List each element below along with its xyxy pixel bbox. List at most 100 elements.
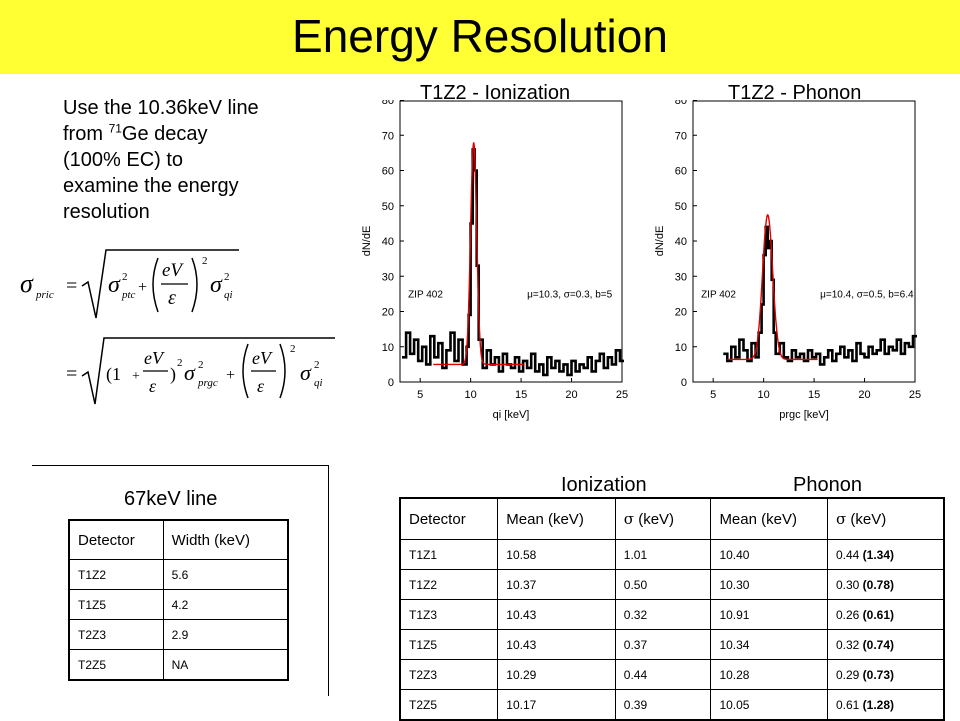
f2-eV-2: eV	[252, 348, 273, 368]
fit-parameters-label: μ=10.3, σ=0.3, b=5	[527, 289, 612, 300]
y-tick-label: 60	[675, 166, 687, 178]
y-tick-label: 50	[382, 201, 394, 213]
title-bar	[0, 0, 960, 74]
y-tick-label: 10	[382, 342, 394, 354]
sigma-unit: (keV)	[846, 511, 887, 528]
cell-detector: T2Z3	[68, 619, 164, 650]
y-tick-label: 20	[675, 307, 687, 319]
cell-mean-ionization: 10.43	[497, 599, 616, 630]
sigma-unit: (keV)	[634, 511, 675, 528]
f2-close: )	[170, 364, 176, 385]
cell-detector: T2Z5	[68, 649, 164, 681]
intro-line-4: examine the energy	[63, 175, 239, 197]
cell-sigma-phonon: 0.44 (1.34)	[826, 539, 945, 570]
table-row: T2Z5 NA	[68, 649, 289, 681]
cell-mean-ionization: 10.29	[497, 659, 616, 690]
f1-sigma-2: σ	[108, 272, 121, 298]
f2-sub-qi: qi	[314, 377, 323, 389]
table-header-row: Detector Mean (keV) σ (keV) Mean (keV) σ…	[399, 497, 945, 540]
cell-mean-phonon: 10.34	[710, 629, 828, 660]
cell-sigma-ionization: 1.01	[614, 539, 712, 570]
sigma-bold-value: (1.34)	[862, 547, 895, 562]
f1-sq-3: 2	[224, 271, 230, 283]
f2-sub-prgc: prgc	[197, 377, 218, 389]
f1-right-paren	[191, 257, 198, 313]
cell-mean-phonon: 10.30	[710, 569, 828, 600]
f2-sq-4: 2	[314, 359, 320, 371]
sigma-value: 0.29	[835, 667, 860, 682]
x-tick-label: 15	[515, 389, 527, 401]
f2-left-paren	[242, 343, 249, 399]
f1-sq-2: 2	[202, 255, 208, 267]
cell-detector: T2Z3	[399, 659, 499, 690]
f2-one: (1	[106, 364, 121, 385]
plot-phonon: 0 10 20 30 40 50 60 70 80 5 10 15 20 25 prgc [keV] dN/d…	[654, 100, 921, 421]
y-tick-label: 10	[675, 342, 687, 354]
fit-curve	[433, 142, 524, 366]
cell-width: 5.6	[162, 559, 289, 590]
f1-sigma: σ	[20, 269, 34, 298]
group-phonon-label: Phonon	[793, 474, 862, 496]
plot-frame	[399, 100, 623, 383]
cell-mean-ionization: 10.43	[497, 629, 616, 660]
cell-sigma-ionization: 0.39	[614, 689, 712, 721]
formula-sigma-pric: σ pric = σ 2 ptc + eV ε 2 σ 2 qi	[20, 249, 239, 319]
x-tick-label: 5	[417, 389, 423, 401]
cell-mean-phonon: 10.40	[710, 539, 828, 570]
intro-line-5: resolution	[63, 201, 150, 223]
plot-frame	[692, 100, 916, 383]
zip-label: ZIP 402	[701, 289, 736, 300]
intro-line-1: Use the 10.36keV line	[63, 97, 259, 119]
cell-sigma-ionization: 0.32	[614, 599, 712, 630]
sigma-value: 0.44	[835, 547, 860, 562]
plot-ionization: 0 10 20 30 40 50 60 70 80 5 10 15 20 25 qi [keV] dN/dE Z…	[361, 100, 628, 421]
y-tick-label: 70	[382, 130, 394, 142]
y-axis-label: dN/dE	[361, 226, 373, 257]
col-detector: Detector	[68, 519, 164, 560]
x-tick-label: 20	[565, 389, 577, 401]
intro-line-3: (100% EC) to	[63, 149, 184, 171]
x-tick-label: 25	[909, 389, 921, 401]
cell-sigma-phonon: 0.29 (0.73)	[826, 659, 945, 690]
sigma-bold-value: (0.61)	[862, 607, 895, 622]
intro-text: Use the 10.36keV line from 71Ge decay (1…	[63, 95, 303, 225]
f1-eV: eV	[162, 260, 184, 281]
sigma-bold-value: (0.78)	[862, 577, 895, 592]
line67-header: 67keV line	[124, 488, 218, 510]
intro-line-2-post: Ge decay	[121, 123, 208, 145]
f1-left-paren	[152, 257, 159, 313]
table-row: T2Z5 10.17 0.39 10.05 0.61 (1.28)	[399, 689, 945, 721]
f2-plus-2: +	[226, 367, 235, 384]
cell-sigma-phonon: 0.26 (0.61)	[826, 599, 945, 630]
y-tick-label: 60	[382, 166, 394, 178]
f2-right-paren	[279, 343, 286, 399]
sigma-bold-value: (0.74)	[862, 637, 895, 652]
y-tick-label: 20	[382, 307, 394, 319]
table-row: T2Z3 2.9	[68, 619, 289, 650]
x-tick-label: 15	[808, 389, 820, 401]
y-tick-label: 0	[388, 377, 394, 389]
table-row: T1Z1 10.58 1.01 10.40 0.44 (1.34)	[399, 539, 945, 570]
table-row: T1Z2 5.6	[68, 559, 289, 590]
f2-plus-1: +	[132, 369, 140, 384]
f1-eps: ε	[168, 287, 176, 309]
divider-horizontal	[32, 465, 329, 466]
x-tick-label: 20	[858, 389, 870, 401]
f1-sq-1: 2	[122, 271, 128, 283]
f2-sigma-1: σ	[184, 360, 196, 385]
f2-eps-2: ε	[257, 376, 265, 396]
x-tick-label: 10	[758, 389, 770, 401]
slide-title: Energy Resolution	[292, 10, 668, 62]
f2-sq-3: 2	[290, 343, 296, 355]
x-axis-label: qi [keV]	[493, 409, 530, 421]
y-tick-label: 40	[675, 236, 687, 248]
cell-detector: T2Z5	[399, 689, 499, 721]
x-tick-label: 10	[465, 389, 477, 401]
fit-parameters-label: μ=10.4, σ=0.5, b=6.4	[820, 289, 914, 300]
cell-sigma-ionization: 0.44	[614, 659, 712, 690]
plot-ionization-title: T1Z2 - Ionization	[420, 82, 571, 104]
f1-sub-ptc: ptc	[121, 289, 136, 301]
f1-plus: +	[138, 279, 147, 296]
sigma-symbol: σ	[623, 510, 635, 528]
cell-detector: T1Z3	[399, 599, 499, 630]
